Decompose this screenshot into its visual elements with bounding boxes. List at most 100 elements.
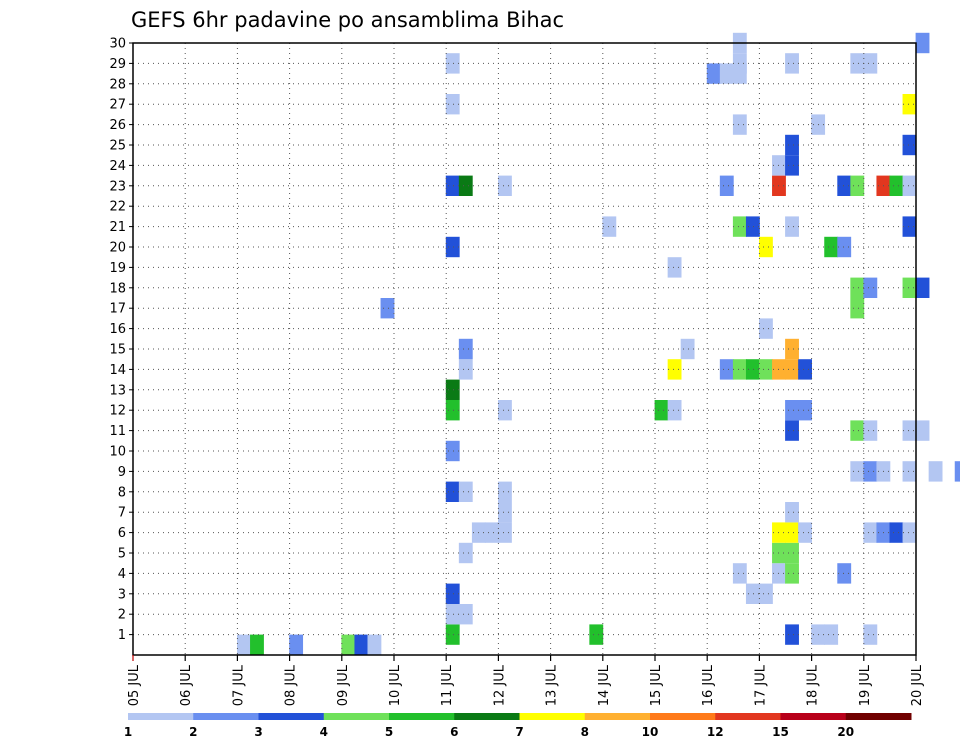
data-cell — [954, 461, 960, 482]
data-cell — [902, 134, 917, 156]
data-cell — [458, 542, 473, 564]
data-cell — [458, 481, 473, 502]
data-cell — [745, 359, 760, 380]
data-cell — [498, 400, 512, 421]
color-legend: 1 2 3 4 5 6 7 8 10 12 15 20 — [124, 713, 912, 739]
data-cell — [458, 604, 473, 625]
y-tick-label: 6 — [118, 526, 126, 541]
data-cell — [341, 634, 356, 655]
data-cell — [445, 236, 460, 258]
y-tick-label: 29 — [109, 57, 126, 72]
x-tick-label: 06 JUL — [179, 664, 194, 706]
data-cell — [445, 400, 460, 421]
data-cell — [732, 114, 747, 135]
y-tick-label: 22 — [109, 200, 126, 215]
data-cell — [445, 583, 460, 604]
y-tick-label: 9 — [118, 465, 126, 480]
legend-label: 12 — [707, 725, 724, 739]
x-tick-label: 14 JUL — [597, 664, 612, 706]
data-cell — [902, 277, 917, 298]
data-cell — [667, 257, 682, 278]
legend-label: 4 — [320, 725, 328, 739]
data-cell — [837, 236, 852, 258]
data-cell — [589, 624, 604, 645]
y-tick-label: 13 — [109, 383, 126, 398]
data-cell — [732, 53, 747, 74]
y-tick-label: 1 — [118, 628, 126, 643]
data-cell — [785, 216, 799, 237]
grid-lines — [133, 43, 916, 655]
y-tick-label: 18 — [109, 281, 126, 296]
data-cell — [498, 481, 512, 502]
x-tick-label: 09 JUL — [336, 664, 351, 706]
data-cell — [837, 175, 852, 196]
data-cell — [915, 277, 930, 298]
data-cell — [354, 634, 369, 655]
data-cell — [902, 522, 917, 543]
data-cell — [902, 461, 917, 482]
y-tick-label: 26 — [109, 118, 126, 133]
legend-label: 8 — [581, 725, 589, 739]
data-cell — [732, 563, 747, 584]
data-cell — [458, 175, 473, 196]
data-cell — [902, 94, 917, 115]
y-tick-label: 28 — [109, 77, 126, 92]
legend-swatch — [519, 713, 586, 720]
legend-label: 20 — [837, 725, 854, 739]
legend-swatch — [323, 713, 390, 720]
data-cell — [732, 359, 747, 380]
data-cell — [785, 420, 799, 441]
x-tick-label: 15 JUL — [649, 664, 664, 706]
data-cell — [706, 63, 721, 84]
y-tick-label: 19 — [109, 261, 126, 276]
data-cell — [785, 338, 799, 360]
x-axis: 05 JUL 06 JUL 07 JUL 08 JUL 09 JUL 10 JUL 11 J… — [127, 655, 925, 706]
data-cell — [837, 563, 852, 584]
data-cell — [458, 338, 473, 360]
data-cell — [445, 175, 460, 196]
y-tick-label: 11 — [109, 424, 126, 439]
data-cell — [863, 53, 878, 74]
chart-title: GEFS 6hr padavine po ansamblima Bihac — [131, 8, 564, 32]
legend-label: 15 — [772, 725, 789, 739]
data-cell — [928, 461, 943, 482]
data-cell — [458, 359, 473, 380]
data-cell — [798, 400, 812, 421]
y-tick-label: 21 — [109, 220, 126, 235]
legend-swatch — [845, 713, 912, 720]
legend-label: 2 — [189, 725, 197, 739]
legend-label: 6 — [450, 725, 458, 739]
data-cell — [863, 461, 878, 482]
data-cell — [445, 53, 460, 74]
data-cell — [863, 522, 878, 543]
data-cell — [445, 624, 460, 645]
data-cell — [850, 298, 865, 319]
y-tick-label: 27 — [109, 98, 126, 113]
y-tick-label: 17 — [109, 302, 126, 317]
y-tick-label: 25 — [109, 139, 126, 154]
x-tick-label: 17 JUL — [753, 664, 768, 706]
x-tick-label: 10 JUL — [388, 664, 403, 706]
data-cells — [237, 32, 960, 655]
data-cell — [445, 440, 460, 462]
data-cell — [667, 359, 682, 380]
data-cell — [498, 175, 512, 196]
data-cell — [367, 634, 382, 655]
legend-label: 3 — [254, 725, 262, 739]
y-tick-label: 16 — [109, 322, 126, 337]
data-cell — [863, 277, 878, 298]
data-cell — [445, 481, 460, 502]
x-tick-label: 11 JUL — [440, 664, 455, 706]
data-cell — [785, 155, 799, 176]
data-cell — [759, 236, 773, 258]
data-cell — [484, 522, 499, 543]
legend-swatch — [389, 713, 455, 720]
x-tick-label: 08 JUL — [284, 664, 299, 706]
data-cell — [719, 63, 734, 84]
data-cell — [785, 134, 799, 156]
data-cell — [719, 359, 734, 380]
data-cell — [902, 175, 917, 196]
data-cell — [902, 216, 917, 237]
legend-label: 5 — [385, 725, 393, 739]
